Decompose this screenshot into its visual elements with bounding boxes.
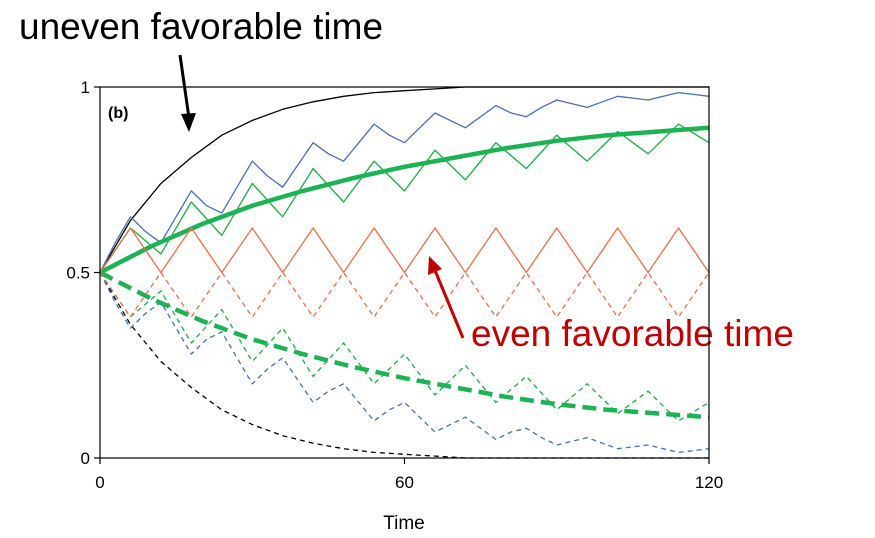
series-line-1	[99, 272, 709, 459]
arrow-even-shaft	[432, 267, 465, 339]
x-tick-label: 0	[95, 473, 104, 492]
series-line-3	[99, 272, 710, 454]
y-tick-label: 1	[81, 78, 90, 97]
series-line-6	[98, 125, 710, 275]
series-line-9	[99, 271, 710, 318]
series-line-8	[99, 227, 710, 274]
series-line-5	[99, 272, 710, 422]
x-axis-label: Time	[383, 513, 425, 534]
annotation-even-favorable-time: even favorable time	[471, 313, 794, 354]
series-line-4	[99, 123, 710, 273]
arrow-uneven-shaft	[178, 54, 191, 119]
arrow-uneven-head	[181, 113, 196, 132]
y-tick-label: 0	[81, 449, 90, 468]
series-line-2	[99, 91, 710, 273]
series-line-7	[98, 270, 710, 420]
arrow-even-head	[428, 256, 442, 275]
x-tick-label: 60	[395, 473, 414, 492]
y-tick-label: 0.5	[66, 264, 90, 283]
series-layer	[98, 86, 710, 459]
annotation-arrows	[178, 54, 465, 339]
panel-label: (b)	[108, 105, 128, 122]
axis-ticks: 0 60 120 0 0.5 1	[66, 78, 723, 492]
annotation-uneven-favorable-time: uneven favorable time	[19, 6, 384, 47]
x-tick-label: 120	[695, 473, 723, 492]
